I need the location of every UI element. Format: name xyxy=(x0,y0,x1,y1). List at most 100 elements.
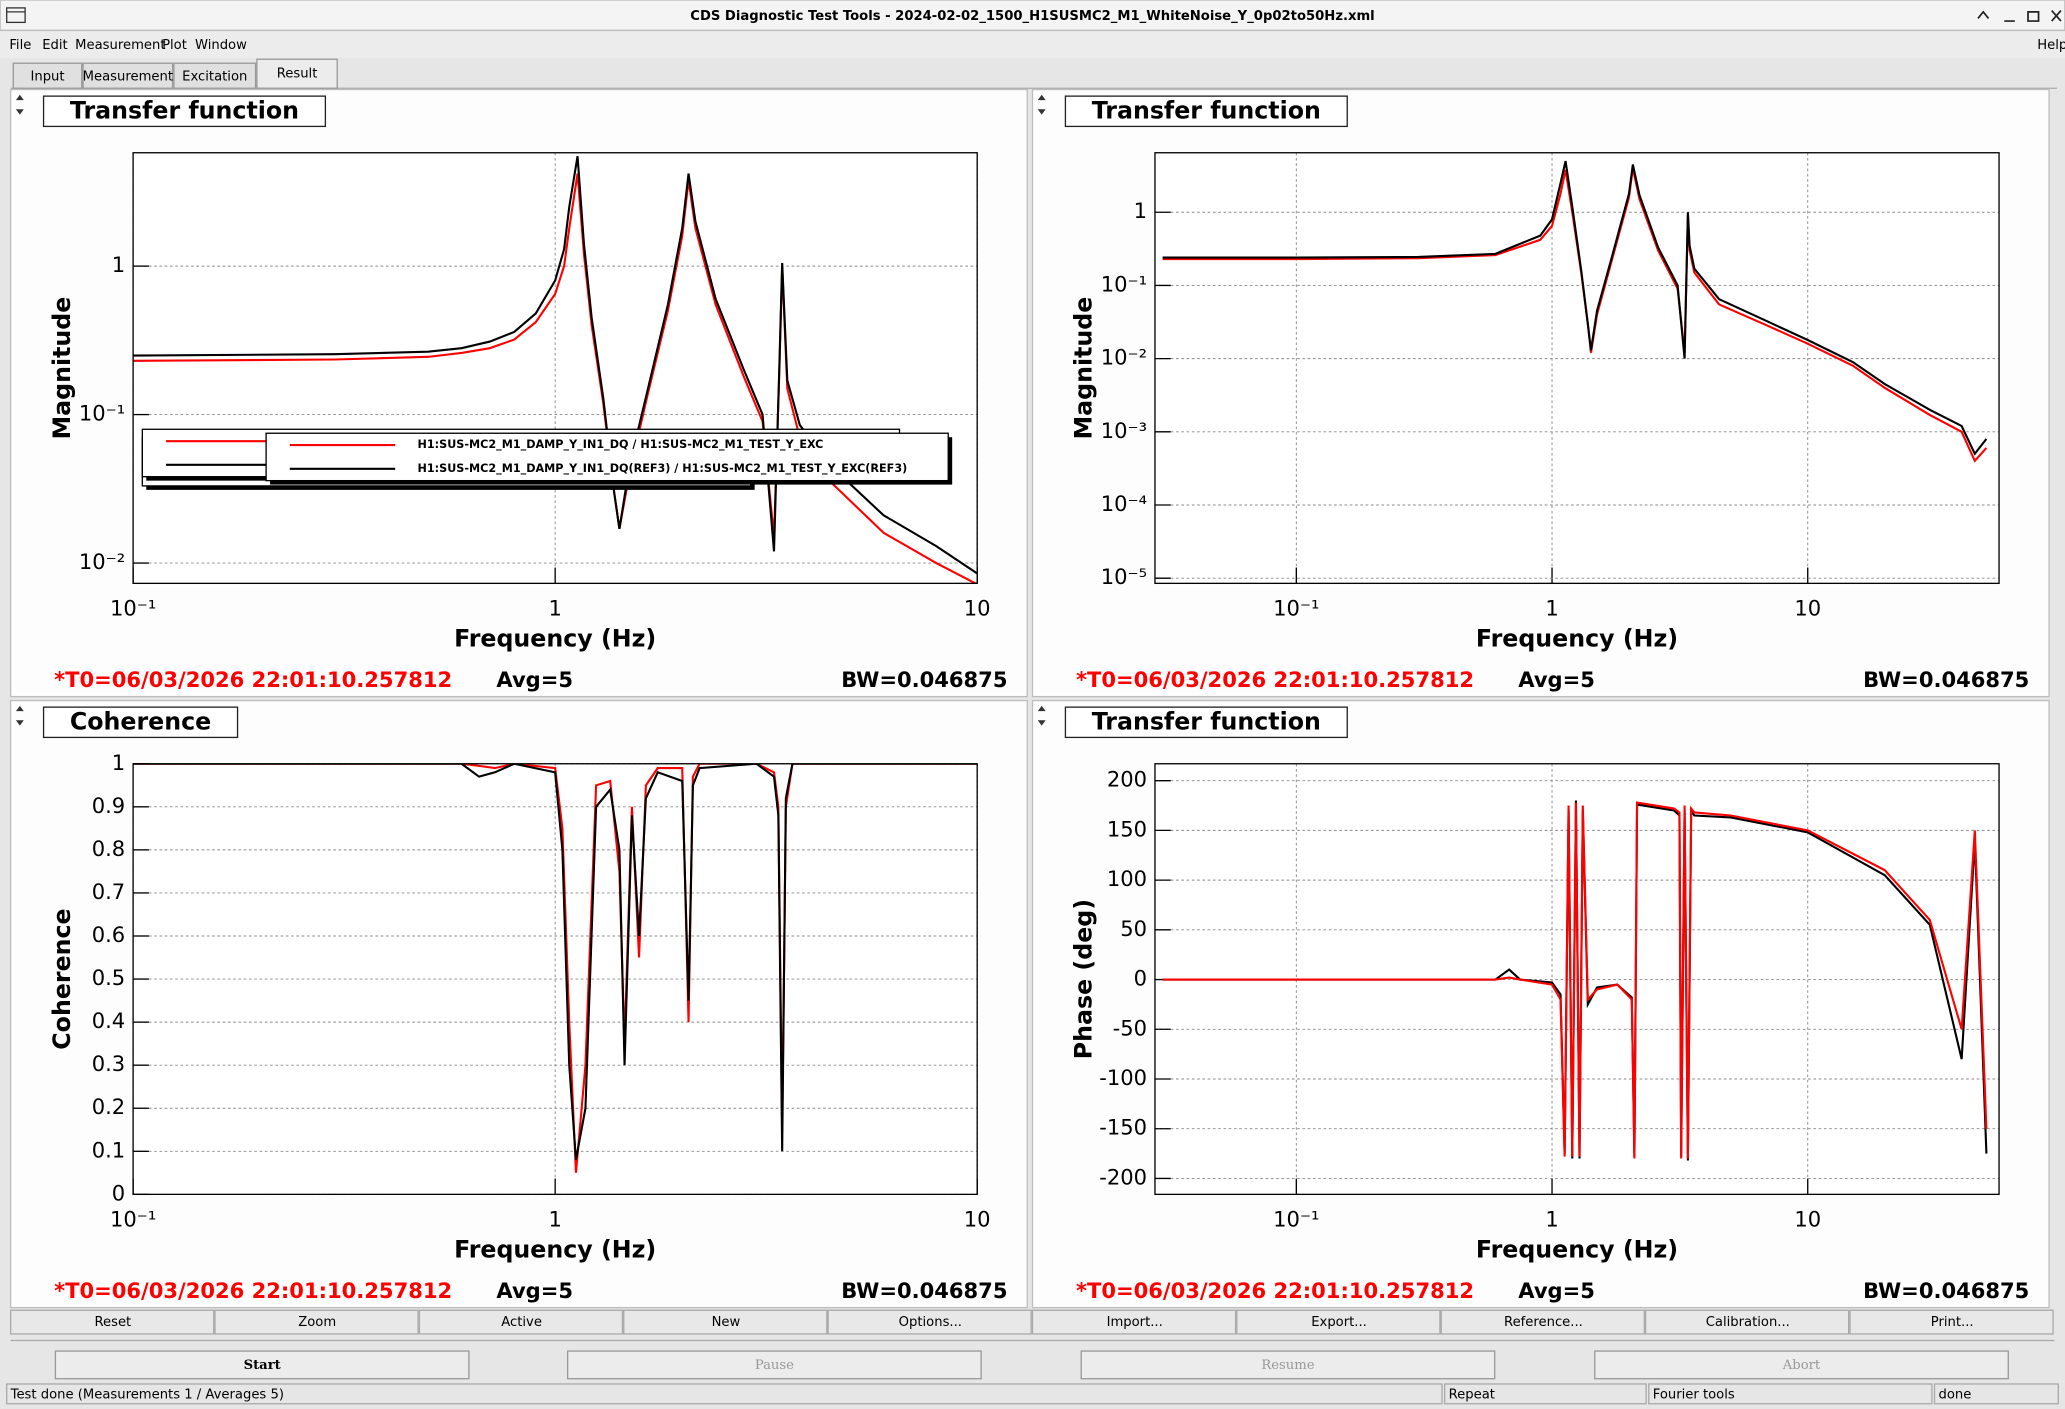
plot-title: Coherence xyxy=(70,707,211,735)
status-cell xyxy=(1933,1383,2059,1405)
y-tick-label: 1 xyxy=(112,750,125,775)
x-tick-label: 10⁻¹ xyxy=(110,596,156,621)
y-tick-label: 0.3 xyxy=(92,1051,125,1076)
status-cell xyxy=(1444,1383,1647,1405)
y-tick-label: -100 xyxy=(1099,1065,1147,1090)
y-tick-label: 50 xyxy=(1120,916,1147,941)
y-axis-label: Phase (deg) xyxy=(1070,899,1098,1059)
tab-label[interactable]: Result xyxy=(277,67,318,82)
menu-item[interactable]: Measurement xyxy=(75,38,165,53)
button[interactable] xyxy=(1644,1309,1850,1335)
panel-arrows[interactable] xyxy=(1037,94,1046,115)
status-avg: Avg=5 xyxy=(1518,667,1595,692)
tab-label[interactable]: Input xyxy=(30,69,64,84)
status-avg: Avg=5 xyxy=(1518,1278,1595,1303)
button[interactable] xyxy=(1236,1309,1441,1335)
tab[interactable] xyxy=(82,62,174,89)
x-tick-label: 1 xyxy=(1545,1207,1558,1232)
menu-help[interactable]: Help xyxy=(2037,38,2065,53)
button[interactable] xyxy=(1031,1309,1237,1335)
button[interactable] xyxy=(9,1309,215,1335)
status-text: Repeat xyxy=(1449,1388,1495,1403)
x-tick-label: 10⁻¹ xyxy=(110,1207,156,1232)
control-label[interactable]: Start xyxy=(244,1358,282,1373)
plot-title-box xyxy=(42,95,327,128)
plot-frame xyxy=(1154,152,2000,585)
button[interactable] xyxy=(623,1309,828,1335)
y-tick-label: 0.9 xyxy=(92,793,125,818)
status-bw: BW=0.046875 xyxy=(841,1278,1007,1303)
panel-arrows[interactable] xyxy=(1037,705,1046,726)
plot-title-box xyxy=(1064,706,1348,739)
plot-frame xyxy=(132,152,978,585)
y-tick-label: 10⁻³ xyxy=(1101,418,1147,443)
curve xyxy=(1162,801,1988,1159)
tab-label[interactable]: Measurement xyxy=(83,69,173,84)
control-button xyxy=(1080,1350,1496,1380)
button-label[interactable]: Import... xyxy=(1107,1315,1163,1330)
tab[interactable] xyxy=(173,62,257,89)
title-bar xyxy=(0,0,2065,31)
control-label: Abort xyxy=(1782,1358,1821,1373)
button-label[interactable]: Zoom xyxy=(298,1315,336,1330)
button-label[interactable]: New xyxy=(712,1315,741,1330)
window-controls[interactable] xyxy=(1977,9,2062,22)
menu-item[interactable]: Plot xyxy=(162,38,187,53)
button-label[interactable]: Reset xyxy=(94,1315,131,1330)
button-label[interactable]: Active xyxy=(501,1315,542,1330)
tab[interactable] xyxy=(12,62,83,89)
y-tick-label: 0.7 xyxy=(92,879,125,904)
menu-bar xyxy=(0,31,2065,58)
menu-item[interactable]: Window xyxy=(195,38,247,53)
x-tick-label: 10⁻¹ xyxy=(1273,596,1319,621)
y-tick-label: 150 xyxy=(1107,816,1147,841)
y-axis-label: Magnitude xyxy=(48,297,76,440)
y-tick-label: 0 xyxy=(1134,966,1147,991)
status-bw: BW=0.046875 xyxy=(841,667,1007,692)
button-label[interactable]: Print... xyxy=(1931,1315,1974,1330)
button[interactable] xyxy=(214,1309,419,1335)
x-axis-label: Frequency (Hz) xyxy=(1476,1235,1678,1263)
button[interactable] xyxy=(1440,1309,1645,1335)
x-axis-label: Frequency (Hz) xyxy=(454,624,656,652)
curve xyxy=(133,763,978,1161)
y-tick-label: 10⁻¹ xyxy=(1101,271,1147,296)
tab[interactable] xyxy=(256,58,338,89)
y-tick-label: 10⁻⁵ xyxy=(1101,564,1147,589)
button-label[interactable]: Options... xyxy=(899,1315,962,1330)
status-bw: BW=0.046875 xyxy=(1863,1278,2029,1303)
button-label[interactable]: Calibration... xyxy=(1706,1315,1790,1330)
button[interactable] xyxy=(827,1309,1032,1335)
status-cell xyxy=(1648,1383,1933,1405)
panel-arrows[interactable] xyxy=(15,94,24,115)
menu-item[interactable]: Edit xyxy=(42,38,67,53)
status-t0: *T0=06/03/2026 22:01:10.257812 xyxy=(1076,1278,1474,1303)
status-avg: Avg=5 xyxy=(496,1278,573,1303)
plot-frame xyxy=(132,763,978,1196)
plot-title: Transfer function xyxy=(1092,96,1321,124)
y-tick-label: 0.4 xyxy=(92,1008,125,1033)
control-label: Resume xyxy=(1261,1358,1314,1373)
y-tick-label: 0.1 xyxy=(92,1137,125,1162)
x-tick-label: 10 xyxy=(1794,1207,1821,1232)
menu-item[interactable]: File xyxy=(9,38,31,53)
legend xyxy=(265,432,949,482)
x-tick-label: 10 xyxy=(964,1207,991,1232)
legend-label: H1:SUS-MC2_M1_DAMP_Y_IN1_DQ / H1:SUS-MC2… xyxy=(418,438,824,451)
y-tick-label: -150 xyxy=(1099,1115,1147,1140)
x-tick-label: 1 xyxy=(548,1207,561,1232)
control-button xyxy=(567,1350,982,1380)
panel-arrows[interactable] xyxy=(15,705,24,726)
control-button[interactable] xyxy=(54,1350,470,1380)
y-tick-label: 0.8 xyxy=(92,836,125,861)
y-axis-label: Magnitude xyxy=(1070,297,1098,440)
button[interactable] xyxy=(1849,1309,2054,1335)
y-tick-label: 10⁻¹ xyxy=(79,401,125,426)
button[interactable] xyxy=(418,1309,624,1335)
button-label[interactable]: Reference... xyxy=(1504,1315,1583,1330)
y-tick-label: -200 xyxy=(1099,1164,1147,1189)
status-t0: *T0=06/03/2026 22:01:10.257812 xyxy=(54,667,452,692)
button-label[interactable]: Export... xyxy=(1311,1315,1367,1330)
tab-label[interactable]: Excitation xyxy=(182,69,247,84)
